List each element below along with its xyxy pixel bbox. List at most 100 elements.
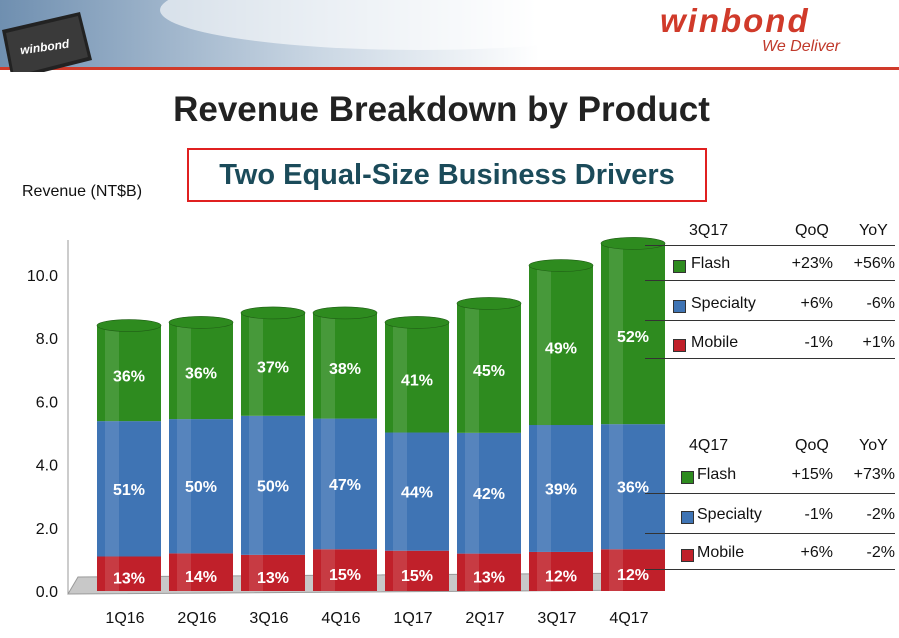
page-title: Revenue Breakdown by Product: [173, 90, 710, 129]
bar-top-cap: [96, 319, 162, 332]
specialty-swatch: [673, 300, 686, 313]
table-qoq-value: +23%: [791, 255, 833, 272]
table-qoq-value: -1%: [804, 506, 833, 523]
data-label: 37%: [257, 359, 289, 376]
table-row-label: Mobile: [691, 334, 739, 351]
table-divider: [645, 358, 895, 359]
y-axis-label: Revenue (NT$B): [22, 183, 143, 200]
table-row-specialty: Specialty +6% -6%: [645, 295, 895, 340]
bar-segment-flash: [169, 322, 233, 420]
x-tick-label: 1Q16: [105, 610, 144, 627]
bar-top-cap: [456, 297, 522, 310]
data-label: 12%: [545, 568, 577, 585]
bar-segment-mobile: [169, 553, 233, 591]
table-divider: [645, 280, 895, 281]
bar-segment-flash: [97, 325, 161, 422]
specialty-swatch: [681, 511, 694, 524]
bar-highlight: [465, 432, 479, 554]
data-label: 41%: [401, 372, 433, 389]
table-row-label: Mobile: [697, 544, 745, 561]
table-qoq-value: -1%: [804, 334, 833, 351]
bar-highlight: [177, 553, 191, 591]
growth-table-3q17: 3Q17 QoQ YoY Flash +23% +56% Specialty +…: [645, 222, 895, 382]
data-label: 13%: [257, 570, 289, 587]
data-label: 15%: [329, 567, 361, 584]
data-label: 39%: [545, 481, 577, 498]
growth-table-4q17: 4Q17 QoQ YoY Flash +15% +73% Specialty -…: [645, 437, 895, 577]
x-tick-label: 2Q16: [177, 610, 216, 627]
bar-segment-mobile: [457, 553, 521, 591]
bar-segment-specialty: [313, 418, 377, 550]
bar-top-cap: [312, 306, 378, 320]
bar-highlight: [105, 556, 119, 591]
mobile-swatch: [681, 549, 694, 562]
bar-highlight: [177, 419, 191, 554]
bar-segment-flash: [385, 322, 449, 433]
bar-highlight: [537, 265, 551, 426]
bar-highlight: [393, 432, 407, 551]
data-label: 44%: [401, 485, 433, 502]
flash-swatch: [673, 260, 686, 273]
bar-segment-mobile: [97, 556, 161, 591]
table-yoy-value: +1%: [862, 334, 895, 351]
data-label: 47%: [329, 477, 361, 494]
table-row-mobile: Mobile +6% -2%: [645, 544, 895, 589]
table-row-specialty: Specialty -1% -2%: [645, 506, 895, 551]
table-row-label: Specialty: [691, 295, 756, 312]
table-row-mobile: Mobile -1% +1%: [645, 334, 895, 379]
table-col-qoq: QoQ: [795, 222, 829, 239]
bar-segment-flash: [457, 303, 521, 433]
table-row-label: Flash: [691, 255, 731, 272]
data-label: 50%: [257, 478, 289, 495]
winbond-logo: winbond: [660, 2, 810, 39]
bar-top-cap: [240, 306, 306, 320]
bar-segment-specialty: [97, 421, 161, 557]
flash-swatch: [681, 471, 694, 484]
table-yoy-value: +56%: [853, 255, 895, 272]
bar-highlight: [609, 424, 623, 550]
bar-segment-specialty: [457, 432, 521, 554]
y-tick-label: 4.0: [36, 458, 58, 475]
table-qoq-value: +6%: [800, 295, 833, 312]
table-divider: [645, 245, 895, 246]
table-yoy-value: -2%: [866, 506, 895, 523]
bar-highlight: [393, 322, 407, 433]
table-yoy-value: -6%: [866, 295, 895, 312]
subtitle-box: Two Equal-Size Business Drivers: [187, 148, 707, 202]
logo-tagline: We Deliver: [762, 38, 840, 55]
table-period: 3Q17: [689, 222, 729, 239]
data-label: 15%: [401, 568, 433, 585]
bar-highlight: [465, 303, 479, 433]
bar-segment-specialty: [169, 419, 233, 554]
table-col-yoy: YoY: [859, 222, 888, 239]
y-tick-label: 10.0: [27, 268, 58, 285]
header-banner: [0, 0, 899, 72]
table-row-flash: Flash +23% +56%: [645, 255, 895, 300]
data-label: 36%: [185, 366, 217, 383]
x-tick-label: 3Q16: [249, 610, 288, 627]
x-tick-label: 4Q17: [609, 610, 648, 627]
y-tick-label: 2.0: [36, 521, 58, 538]
bar-highlight: [105, 421, 119, 557]
chip-icon: [2, 12, 92, 72]
bar-highlight: [537, 551, 551, 591]
bar-highlight: [393, 550, 407, 591]
bar-highlight: [321, 549, 335, 591]
x-tick-label: 4Q16: [321, 610, 360, 627]
bar-highlight: [105, 325, 119, 422]
table-divider: [645, 569, 895, 570]
bar-segment-specialty: [529, 425, 593, 552]
table-divider: [645, 493, 895, 494]
bar-highlight: [465, 553, 479, 591]
data-label: 13%: [473, 569, 505, 586]
bar-segment-mobile: [241, 554, 305, 591]
data-label: 49%: [545, 340, 577, 357]
bar-highlight: [609, 243, 623, 425]
x-tick-label: 3Q17: [537, 610, 576, 627]
y-tick-label: 8.0: [36, 331, 58, 348]
bar-top-cap: [384, 316, 450, 329]
y-tick-label: 6.0: [36, 394, 58, 411]
bar-highlight: [537, 425, 551, 552]
bar-highlight: [609, 549, 623, 591]
